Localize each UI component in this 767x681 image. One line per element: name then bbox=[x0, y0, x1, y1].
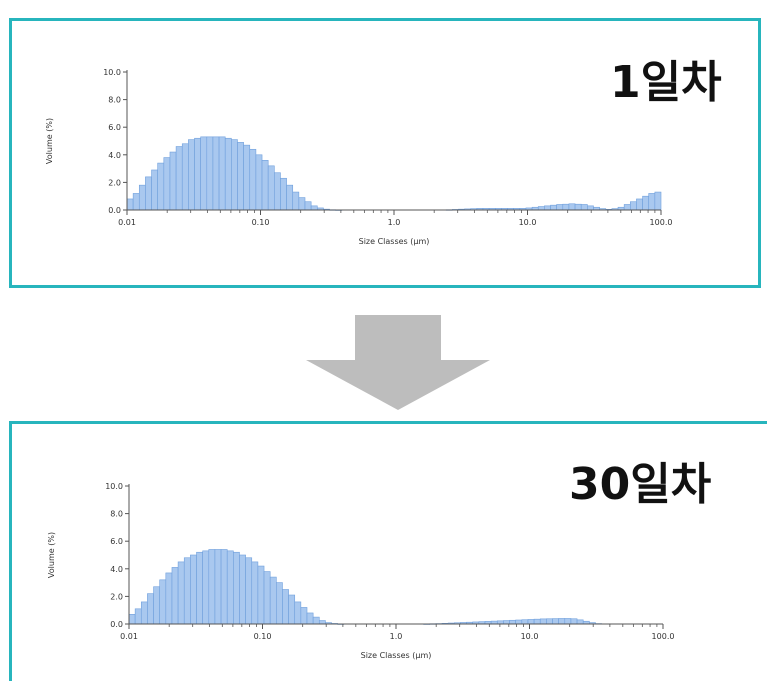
histogram-bar bbox=[208, 549, 216, 625]
y-tick-label: 2.0 bbox=[110, 592, 123, 601]
x-tick-label: 0.10 bbox=[254, 632, 272, 641]
x-tick-label: 0.01 bbox=[118, 218, 136, 227]
histogram-bar bbox=[153, 586, 160, 625]
chart-group: 0.0 2.0 4.0 6.0 8.0 10.0 0.01 0.10 1.0 10.0 100.0 S… bbox=[45, 68, 672, 246]
y-tick-label: 0.0 bbox=[108, 206, 121, 215]
x-tick-label: 10.0 bbox=[519, 218, 537, 227]
x-axis-title: Size Classes (µm) bbox=[361, 651, 432, 660]
histogram-bar bbox=[539, 618, 547, 625]
x-tick-label: 0.01 bbox=[120, 632, 138, 641]
histogram-bar bbox=[576, 619, 584, 625]
histogram-bar bbox=[306, 612, 314, 625]
y-tick-label: 0.0 bbox=[110, 620, 123, 629]
chart-panel-day-1: 0.0 2.0 4.0 6.0 8.0 10.0 0.01 0.10 1.0 10.0 100.0 S… bbox=[9, 18, 761, 288]
histogram-bar bbox=[527, 619, 535, 625]
histogram-bar bbox=[312, 616, 320, 625]
x-tick-label: 0.10 bbox=[252, 218, 270, 227]
histogram-bar bbox=[220, 549, 228, 625]
x-tick-label: 1.0 bbox=[390, 632, 403, 641]
histogram-bar bbox=[269, 576, 277, 625]
y-tick-label: 6.0 bbox=[110, 537, 123, 546]
histogram-bar bbox=[288, 594, 296, 625]
histogram-bar bbox=[165, 572, 173, 625]
x-tick-label: 10.0 bbox=[521, 632, 539, 641]
y-tick-label: 10.0 bbox=[105, 482, 123, 491]
x-tick-label: 100.0 bbox=[650, 218, 673, 227]
histogram-bar bbox=[134, 608, 142, 625]
histogram-bar bbox=[159, 579, 167, 625]
histogram-bar bbox=[570, 618, 578, 625]
panel-day-label: 30일차 bbox=[569, 459, 712, 510]
histogram-bar bbox=[263, 571, 271, 625]
histogram-bar bbox=[294, 601, 302, 625]
panel-day-label: 1일차 bbox=[610, 57, 722, 108]
histogram-bar bbox=[226, 550, 234, 625]
histogram-bar bbox=[251, 561, 259, 625]
histogram-bar bbox=[503, 620, 510, 625]
x-tick-label: 100.0 bbox=[652, 632, 675, 641]
histogram-bar bbox=[190, 554, 197, 625]
x-axis-title: Size Classes (µm) bbox=[359, 237, 430, 246]
histogram-bar bbox=[183, 557, 191, 625]
y-tick-label: 8.0 bbox=[110, 510, 123, 519]
histogram-bar bbox=[239, 554, 246, 625]
y-axis-title: Volume (%) bbox=[45, 118, 54, 164]
histogram-bar bbox=[257, 565, 265, 625]
y-tick-label: 6.0 bbox=[108, 123, 121, 132]
histogram-bar bbox=[214, 549, 222, 625]
histogram-bar bbox=[245, 557, 253, 625]
chart-group: 0.0 2.0 4.0 6.0 8.0 10.0 0.01 0.10 1.0 10.0 100.0 S… bbox=[47, 482, 674, 660]
histogram-bar bbox=[128, 614, 136, 625]
histogram-bar bbox=[552, 618, 559, 625]
x-tick-label: 1.0 bbox=[388, 218, 401, 227]
y-axis-title: Volume (%) bbox=[47, 532, 56, 578]
y-tick-label: 2.0 bbox=[108, 178, 121, 187]
particle-size-chart-day-30: 0.0 2.0 4.0 6.0 8.0 10.0 0.01 0.10 1.0 10.0 100.0 S… bbox=[47, 482, 674, 660]
histogram-bar bbox=[276, 582, 283, 625]
histogram-bar bbox=[509, 619, 516, 625]
histogram-bar bbox=[564, 618, 572, 625]
histogram-bar bbox=[147, 593, 154, 625]
y-tick-label: 8.0 bbox=[108, 96, 121, 105]
y-tick-label: 4.0 bbox=[108, 151, 121, 160]
histogram-bar bbox=[282, 589, 289, 625]
histogram-bar bbox=[558, 618, 566, 625]
particle-size-chart-day-1: 0.0 2.0 4.0 6.0 8.0 10.0 0.01 0.10 1.0 10.0 100.0 S… bbox=[45, 68, 672, 246]
histogram-bar bbox=[318, 620, 326, 625]
chart-panel-day-30: 0.0 2.0 4.0 6.0 8.0 10.0 0.01 0.10 1.0 10.0 100.0 S… bbox=[9, 421, 767, 681]
histogram-bar bbox=[300, 607, 308, 625]
y-tick-label: 10.0 bbox=[103, 68, 121, 77]
histogram-bar bbox=[177, 561, 185, 625]
histogram-bar bbox=[171, 567, 179, 625]
histogram-bar bbox=[196, 551, 203, 625]
histogram-bar bbox=[202, 550, 210, 625]
histogram-bar bbox=[515, 619, 523, 625]
histogram-bar bbox=[521, 619, 529, 625]
histogram-bar bbox=[233, 551, 240, 625]
histogram-bar bbox=[533, 618, 541, 625]
y-tick-label: 4.0 bbox=[110, 565, 123, 574]
histogram-bar bbox=[546, 618, 553, 625]
histogram-bar bbox=[140, 601, 148, 625]
